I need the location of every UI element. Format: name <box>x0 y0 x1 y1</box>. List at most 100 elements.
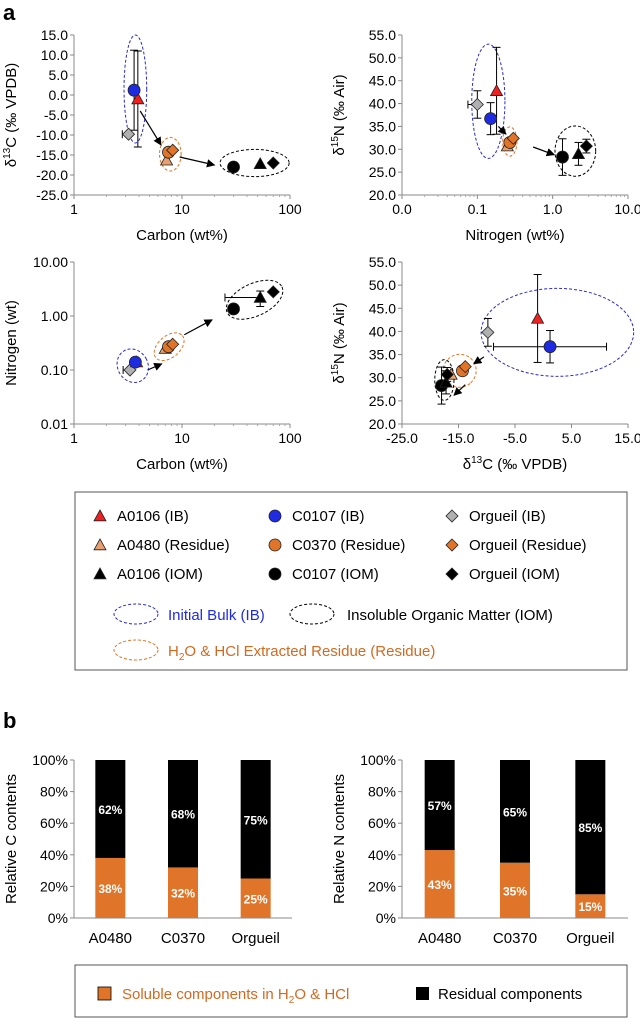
panel-label-b: b <box>3 708 16 733</box>
x-category-label: C0370 <box>161 930 205 947</box>
point-c0107-iom <box>227 160 240 174</box>
y-tick-label: 45.0 <box>369 73 396 89</box>
y-tick-label: 10.0 <box>41 47 68 63</box>
point-c0107-iom <box>556 150 569 164</box>
bar-chart-relative-c: 0% 20% 40% 60% 80% 100% Relative C contents 38%… <box>3 752 292 947</box>
x-tick-label: 0.0 <box>392 201 412 217</box>
bar-value-label: 57% <box>428 799 452 813</box>
scatter-legend-frame <box>74 491 628 671</box>
legend-label: Orgueil (IOM) <box>469 566 560 583</box>
legend-label: C0370 (Residue) <box>292 537 405 554</box>
x-axis-label: Nitrogen (wt%) <box>465 227 564 244</box>
y-tick-label: 40.0 <box>369 323 396 339</box>
point-orgueil-iom <box>266 156 280 170</box>
bar-value-label: 32% <box>171 887 195 901</box>
legend-marker-c0107-iom <box>268 567 282 581</box>
point-orgueil-iom <box>579 139 593 153</box>
bar-value-label: 15% <box>578 900 602 914</box>
x-category-label: A0480 <box>418 930 461 947</box>
bar-value-label: 68% <box>171 808 195 822</box>
group-ellipse-iom <box>219 148 290 178</box>
y-tick-label: 20.0 <box>369 416 396 432</box>
y-tick-label: 40.0 <box>369 96 396 112</box>
point-c0107-ib <box>127 83 141 97</box>
point-c0107-ib <box>128 355 142 369</box>
y-tick-label: -15.0 <box>36 147 68 163</box>
x-tick-label: 15.0 <box>614 430 640 446</box>
bar-value-label: 35% <box>503 884 527 898</box>
legend-ellipse-ib-label: Initial Bulk (IB) <box>168 607 265 624</box>
legend-label: A0106 (IB) <box>117 508 189 525</box>
bar-orgueil-residual <box>575 760 606 895</box>
scatter-legend-items: A0106 (IB) C0107 (IB) Orgueil (IB) A0480 (R… <box>93 508 587 583</box>
point-orgueil-residue <box>166 337 180 351</box>
x-tick-label: 10.0 <box>614 201 640 217</box>
chart-carbon-vs-d13c: -25.0 -20.0 -15.0 -10.0 -5.0 0.0 5.0 10.0 15.0 1 1… <box>2 27 302 244</box>
y-tick-label: 0% <box>48 910 68 926</box>
legend-ellipse-iom <box>289 603 335 625</box>
panel-label-a: a <box>3 0 16 25</box>
x-tick-label: -25.0 <box>386 430 418 446</box>
legend-marker-a0480-residue <box>93 538 107 551</box>
bar-a0480-soluble <box>95 857 126 918</box>
y-tick-label: 100% <box>360 752 396 768</box>
point-a0106-iom <box>571 147 586 160</box>
x-tick-label: 1 <box>70 201 78 217</box>
bar-a0480-residual <box>95 760 126 858</box>
legend-marker-orgueil-ib <box>445 509 459 523</box>
y-axis-label: Relative N contents <box>331 774 348 904</box>
bar-value-label: 38% <box>98 882 122 896</box>
trend-arrow <box>473 356 485 365</box>
bar-legend-swatch-soluble <box>97 986 112 1001</box>
x-axis-label: δ13C (‰ VPDB) <box>463 455 568 473</box>
group-ellipse-ib <box>116 348 149 383</box>
bar-value-label: 65% <box>503 805 527 819</box>
legend-marker-orgueil-iom <box>445 567 459 581</box>
y-tick-label: 55.0 <box>369 27 396 43</box>
legend-marker-c0107-ib <box>268 509 282 523</box>
bar-legend-frame <box>74 964 628 1018</box>
y-tick-label: 40% <box>368 847 396 863</box>
group-ellipse-iom <box>225 279 284 320</box>
bar-a0480-residual <box>424 760 455 851</box>
bar-a0480-soluble <box>424 850 455 918</box>
point-orgueil-ib <box>470 97 484 112</box>
bar-c0370-soluble <box>500 862 530 918</box>
x-tick-label: 1.0 <box>543 201 563 217</box>
chart-d13c-vs-d15n: 20.0 25.0 30.0 35.0 40.0 45.0 50.0 55.0 -25.0 -15… <box>330 254 640 473</box>
point-orgueil-residue <box>458 360 472 374</box>
y-tick-label: 1.00 <box>41 308 68 324</box>
y-tick-label: 0.01 <box>41 416 68 432</box>
group-ellipse-ib <box>471 43 506 159</box>
point-orgueil-residue <box>506 131 520 145</box>
trend-arrow <box>497 125 507 135</box>
point-orgueil-iom <box>266 285 280 299</box>
y-tick-label: 50.0 <box>369 277 396 293</box>
y-axis-label: Nitrogen (wt) <box>3 300 20 386</box>
y-tick-label: 10.00 <box>33 254 68 270</box>
bar-legend-soluble-label: Soluble components in H2O & HCl <box>122 986 349 1006</box>
bar-chart-relative-n: 0% 20% 40% 60% 80% 100% Relative N contents 43%… <box>331 752 628 947</box>
legend-label: C0107 (IOM) <box>292 566 379 583</box>
legend-marker-a0106-iom <box>93 567 107 580</box>
y-tick-label: 15.0 <box>41 27 68 43</box>
group-ellipse-res <box>502 126 518 157</box>
y-tick-label: 80% <box>40 784 68 800</box>
scatter-legend: A0106 (IB) C0107 (IB) Orgueil (IB) A0480 (R… <box>74 491 628 671</box>
y-tick-label: 0% <box>376 910 396 926</box>
y-tick-label: 60% <box>40 815 68 831</box>
point-orgueil-ib <box>481 325 495 339</box>
y-tick-label: 5.0 <box>49 67 69 83</box>
group-ellipse-res <box>159 136 182 172</box>
point-a0106-iom <box>439 375 453 388</box>
bar-value-label: 43% <box>428 878 452 892</box>
x-tick-label: 10 <box>174 201 190 217</box>
x-tick-label: 1 <box>70 430 78 446</box>
y-tick-label: 20.0 <box>369 187 396 203</box>
bar-orgueil-soluble <box>575 894 606 918</box>
legend-label: Orgueil (Residue) <box>469 537 587 554</box>
group-ellipse-ib <box>123 34 148 144</box>
group-ellipse-res <box>153 332 185 362</box>
bar-legend-swatch-residual <box>416 987 429 1000</box>
y-tick-label: 35.0 <box>369 347 396 363</box>
